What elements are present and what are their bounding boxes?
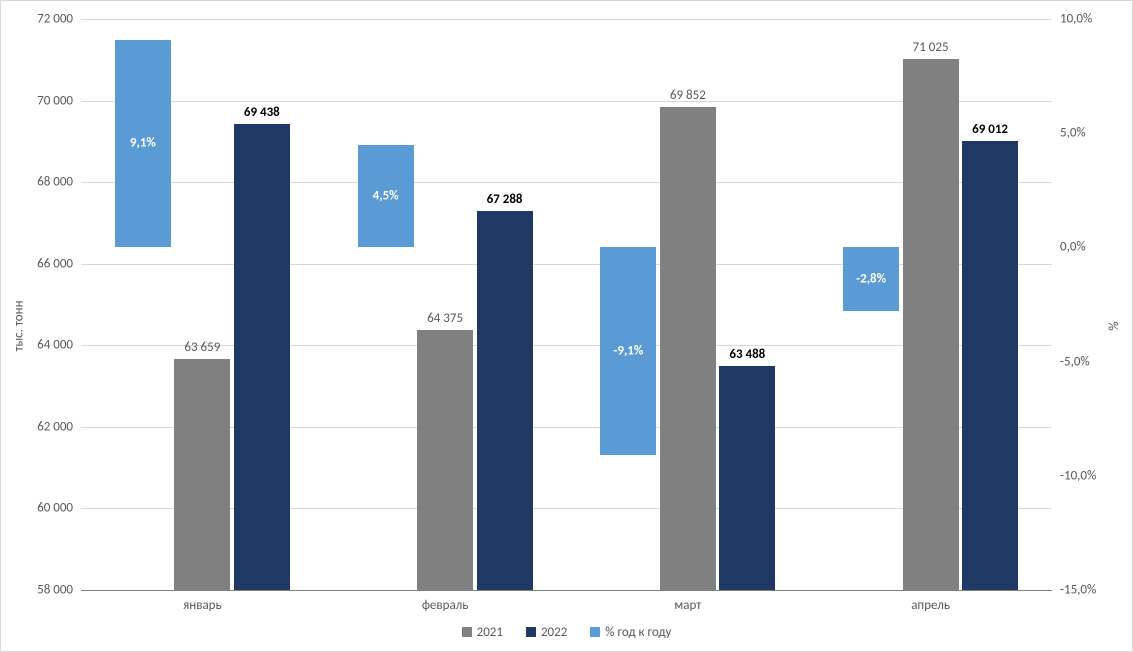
bar-2021: 64 375: [417, 330, 473, 590]
pct-bar: -2,8%: [843, 247, 899, 311]
pct-label: -2,8%: [843, 272, 899, 287]
legend-swatch-2022: [526, 627, 536, 637]
bar-2021: 63 659: [174, 359, 230, 590]
bar-2021: 71 025: [903, 59, 959, 590]
pct-label: 9,1%: [115, 136, 171, 151]
category-label: апрель: [809, 590, 1052, 613]
bar-2022: 63 488: [719, 366, 775, 590]
legend-item-2021: 2021: [462, 625, 503, 640]
pct-label: 4,5%: [358, 188, 414, 203]
legend-item-pct: % год к году: [590, 625, 671, 640]
y-left-axis-label: тыс. тонн: [12, 300, 27, 351]
y-left-tick: 72 000: [37, 12, 81, 27]
bar-2022-label: 69 012: [972, 122, 1008, 137]
category: -9,1%69 85263 488март: [567, 19, 810, 590]
y-right-tick: -15,0%: [1052, 583, 1096, 598]
y-left-tick: 64 000: [37, 338, 81, 353]
category: -2,8%71 02569 012апрель: [809, 19, 1052, 590]
y-left-tick: 68 000: [37, 175, 81, 190]
category: 9,1%63 65969 438январь: [81, 19, 324, 590]
legend-label-2022: 2022: [541, 625, 567, 640]
bar-2021-label: 69 852: [670, 88, 706, 103]
pct-label: -9,1%: [600, 344, 656, 359]
y-right-tick: 0,0%: [1052, 240, 1086, 255]
bar-2022: 69 438: [234, 124, 290, 591]
y-left-tick: 58 000: [37, 583, 81, 598]
pct-bar: 9,1%: [115, 40, 171, 248]
category-label: март: [567, 590, 810, 613]
y-right-tick: 5,0%: [1052, 126, 1086, 141]
bar-2021: 69 852: [660, 107, 716, 590]
y-left-tick: 66 000: [37, 256, 81, 271]
legend: 2021 2022 % год к году: [1, 625, 1132, 642]
y-left-tick: 60 000: [37, 501, 81, 516]
pct-bar: -9,1%: [600, 247, 656, 455]
pct-bar: 4,5%: [358, 145, 414, 248]
bar-2022-label: 63 488: [729, 347, 765, 362]
plot-area: 9,1%63 65969 438январь4,5%64 37567 288фе…: [81, 19, 1052, 591]
bar-2022-label: 67 288: [487, 192, 523, 207]
legend-item-2022: 2022: [526, 625, 567, 640]
y-left-tick: 62 000: [37, 419, 81, 434]
chart-container: 9,1%63 65969 438январь4,5%64 37567 288фе…: [0, 0, 1133, 652]
category-label: январь: [81, 590, 324, 613]
y-right-axis-label: %: [1107, 321, 1122, 330]
y-right-tick: -5,0%: [1052, 354, 1090, 369]
bar-2021-label: 64 375: [427, 311, 463, 326]
y-right-tick: 10,0%: [1052, 12, 1092, 27]
y-left-tick: 70 000: [37, 93, 81, 108]
categories-row: 9,1%63 65969 438январь4,5%64 37567 288фе…: [81, 19, 1052, 590]
category-label: февраль: [324, 590, 567, 613]
bar-2021-label: 71 025: [913, 40, 949, 55]
legend-swatch-pct: [590, 627, 600, 637]
bar-2022: 69 012: [962, 141, 1018, 590]
bar-2022-label: 69 438: [244, 105, 280, 120]
category: 4,5%64 37567 288февраль: [324, 19, 567, 590]
bar-2022: 67 288: [477, 211, 533, 590]
legend-swatch-2021: [462, 627, 472, 637]
y-right-tick: -10,0%: [1052, 468, 1096, 483]
legend-label-2021: 2021: [477, 625, 503, 640]
bar-2021-label: 63 659: [184, 340, 220, 355]
legend-label-pct: % год к году: [605, 625, 671, 640]
